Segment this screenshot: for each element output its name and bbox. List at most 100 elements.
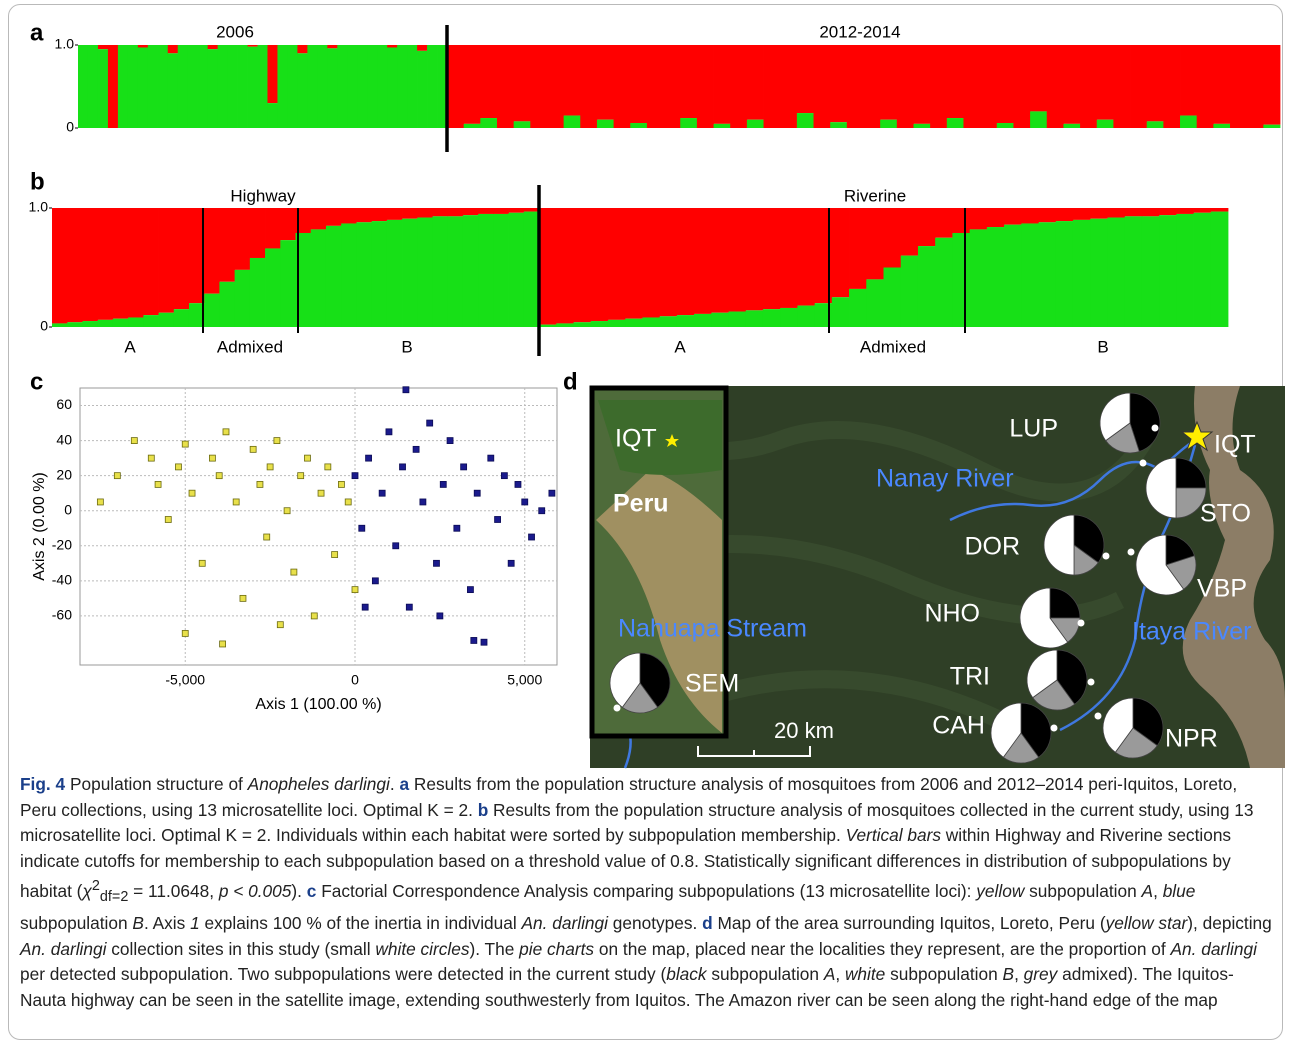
scatter-point (372, 578, 378, 584)
site-marker (1051, 725, 1058, 732)
scatter-point (216, 473, 222, 479)
membership-bar-green (357, 45, 367, 128)
caption-text: , (1014, 964, 1024, 984)
membership-bar-red (814, 45, 831, 128)
membership-bar-green (448, 216, 464, 327)
membership-bar-red (780, 208, 798, 308)
membership-bar-red (387, 208, 403, 220)
membership-bar-red (208, 45, 218, 49)
scatter-point (433, 560, 439, 566)
site-marker (1140, 460, 1147, 467)
caption-text: pie charts (519, 939, 594, 959)
membership-bar-red (509, 208, 525, 213)
membership-bar-red (1180, 45, 1197, 116)
scatter-point (539, 508, 545, 514)
scatter-point (284, 508, 290, 514)
membership-bar-green (714, 124, 731, 128)
subgroup-label: A (674, 337, 686, 356)
x-tick-label: 0 (351, 672, 359, 688)
membership-bar-green (947, 118, 964, 128)
caption-text: subpopulation (1024, 881, 1141, 901)
membership-bar-red (746, 208, 764, 310)
membership-bar-green (178, 45, 188, 128)
y-tick-label: 20 (56, 466, 72, 482)
caption-text: black (666, 964, 706, 984)
membership-bar-red (780, 45, 797, 128)
caption-text: B (1003, 964, 1015, 984)
membership-bar-red (747, 45, 764, 120)
scatter-point (233, 499, 239, 505)
subgroup-label: Admixed (860, 337, 926, 356)
membership-bar-green (997, 123, 1014, 128)
scatter-point (318, 490, 324, 496)
membership-bar-red (556, 208, 574, 323)
caption-text: white (845, 964, 885, 984)
panel-label: c (30, 368, 43, 395)
scatter-point (501, 473, 507, 479)
membership-bar-green (1090, 219, 1108, 327)
scatter-point (97, 499, 103, 505)
membership-bar-red (930, 45, 947, 128)
site-label: NHO (924, 600, 980, 628)
membership-bar-green (728, 312, 746, 327)
membership-bar-red (174, 208, 190, 309)
membership-bar-green (913, 124, 930, 128)
membership-bar-red (235, 208, 251, 270)
membership-bar-red (935, 208, 953, 238)
caption-text: Vertical bars (846, 825, 941, 845)
membership-bar-green (935, 238, 953, 327)
membership-bar-red (514, 45, 531, 121)
membership-bar-green (297, 53, 307, 128)
membership-bar-green (480, 118, 497, 128)
membership-bar-green (128, 317, 144, 327)
scatter-point (250, 446, 256, 452)
membership-bar-green (417, 218, 433, 327)
caption-text: An. darlingi (20, 939, 106, 959)
caption-text: per detected subpopulation. Two subpopul… (20, 964, 666, 984)
membership-bar-red (1159, 208, 1177, 215)
caption-text: Anopheles darlingi (248, 774, 390, 794)
membership-bar-green (118, 45, 128, 128)
membership-bar-red (341, 208, 357, 223)
membership-bar-green (204, 294, 220, 327)
scatter-point (298, 473, 304, 479)
membership-bar-red (524, 208, 540, 212)
membership-bar-green (372, 221, 388, 327)
scatter-point (440, 481, 446, 487)
scatter-point (522, 499, 528, 505)
caption-text: χ (82, 881, 91, 901)
membership-bar-red (250, 208, 266, 258)
caption-text: A (1142, 881, 1154, 901)
membership-bar-red (880, 45, 897, 120)
membership-bar-red (128, 208, 144, 317)
membership-bar-red (711, 208, 729, 313)
membership-bar-green (493, 214, 509, 327)
membership-bar-green (228, 45, 238, 128)
subgroup-label: Admixed (217, 337, 283, 356)
site-marker (1128, 549, 1135, 556)
membership-bar-red (797, 208, 815, 306)
membership-bar-green (143, 315, 159, 327)
membership-bar-red (580, 45, 597, 128)
scatter-point (549, 490, 555, 496)
membership-bar-red (849, 208, 867, 289)
membership-bar-green (427, 45, 437, 128)
y-tick-label: 1.0 (29, 199, 49, 215)
membership-bar-red (67, 208, 83, 322)
membership-bar-green (866, 279, 884, 327)
x-tick-label: 5,000 (507, 672, 542, 688)
membership-bar-red (280, 208, 296, 240)
membership-bar-red (866, 208, 884, 279)
membership-bar-red (356, 208, 372, 222)
caption-text: A (824, 964, 836, 984)
panel-d: IQT Peru Nanay River Itaya River Nahuapa… (590, 386, 1285, 768)
membership-bar-green (347, 45, 357, 128)
membership-bar-green (377, 45, 387, 128)
membership-bar-green (1021, 223, 1039, 327)
membership-bar-green (630, 123, 647, 128)
caption-text: p < 0.005 (219, 881, 292, 901)
figure-caption: Fig. 4 Population structure of Anopheles… (20, 772, 1278, 1014)
caption-text: ). (291, 881, 306, 901)
membership-bar-green (248, 47, 258, 128)
